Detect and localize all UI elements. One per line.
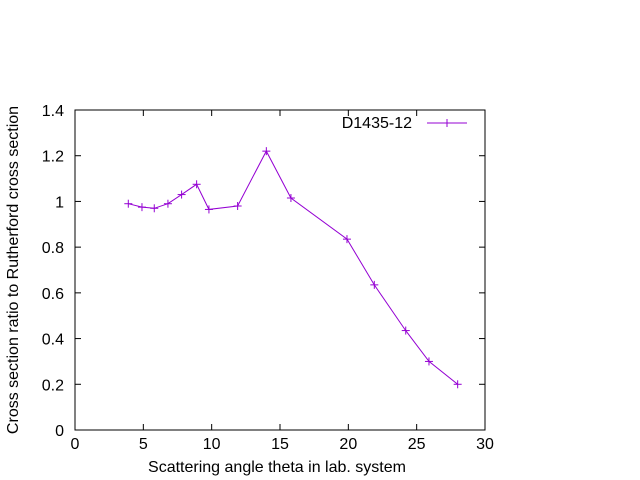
- data-point: [177, 190, 186, 199]
- x-tick-label: 30: [476, 436, 494, 453]
- data-point: [124, 199, 133, 208]
- y-tick-label: 0.4: [42, 332, 64, 349]
- legend-point: [443, 119, 451, 127]
- x-tick-label: 10: [203, 436, 221, 453]
- x-tick-label: 0: [71, 436, 80, 453]
- data-point: [262, 147, 271, 156]
- y-tick-label: 0.2: [42, 377, 64, 394]
- legend: D1435-12: [342, 115, 467, 132]
- data-point: [401, 326, 410, 335]
- x-tick-label: 20: [339, 436, 357, 453]
- y-tick-label: 1.4: [42, 103, 64, 120]
- x-tick-label: 15: [271, 436, 289, 453]
- data-point: [163, 199, 172, 208]
- x-tick-labels: 0 5 10 15 20 25 30: [71, 436, 494, 453]
- y-tick-label: 0.8: [42, 240, 64, 257]
- data-point: [204, 205, 213, 214]
- x-tick-label: 5: [139, 436, 148, 453]
- data-point: [424, 357, 433, 366]
- y-tick-labels: 0 0.2 0.4 0.6 0.8 1 1.2 1.4: [42, 103, 64, 440]
- data-point: [342, 235, 351, 244]
- series-line: [128, 150, 459, 385]
- series-group: [124, 147, 462, 389]
- data-point: [150, 204, 159, 213]
- data-point: [233, 202, 242, 210]
- legend-label: D1435-12: [342, 115, 412, 132]
- y-tick-label: 1: [55, 194, 64, 211]
- y-tick-label: 1.2: [42, 149, 64, 166]
- y-axis-title: Cross section ratio to Rutherford cross …: [5, 106, 22, 434]
- x-axis-title: Scattering angle theta in lab. system: [148, 459, 406, 476]
- y-tick-label: 0.6: [42, 286, 64, 303]
- legend-marker: [443, 119, 451, 127]
- data-point: [137, 203, 146, 212]
- x-tick-label: 25: [408, 436, 426, 453]
- axis-ticks: [74, 109, 486, 431]
- data-point: [370, 280, 379, 289]
- data-point: [453, 380, 462, 389]
- plot-frame: [74, 109, 486, 431]
- data-point: [286, 194, 295, 202]
- y-tick-label: 0: [55, 423, 64, 440]
- data-point: [192, 180, 201, 189]
